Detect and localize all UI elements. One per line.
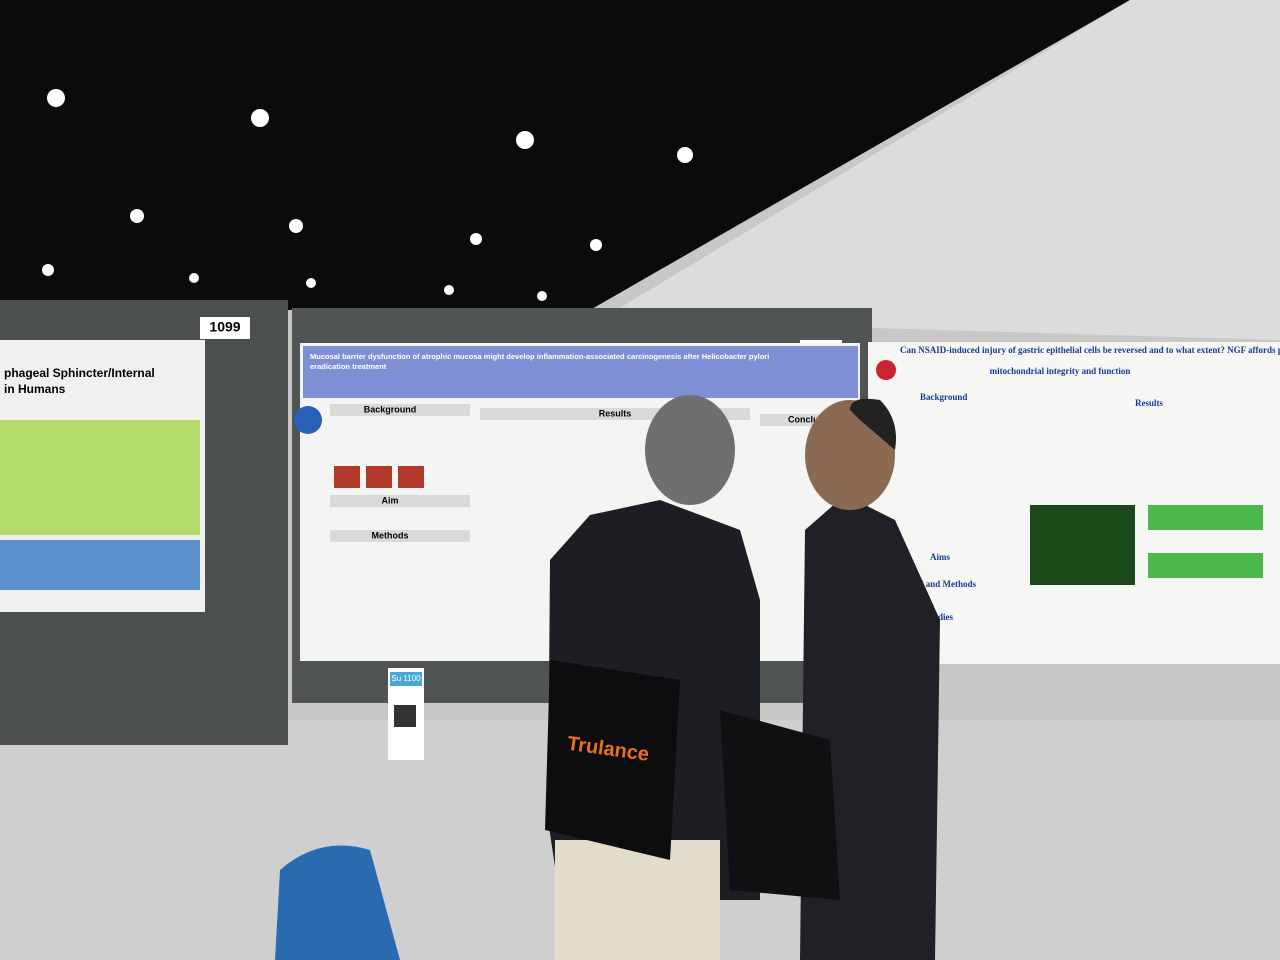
person-head	[645, 395, 735, 505]
ceiling	[0, 0, 1130, 310]
section-title: Results	[1135, 398, 1163, 408]
poster-header	[303, 346, 858, 398]
poster-panel	[0, 540, 200, 590]
section-title: Aim	[381, 495, 398, 505]
poster-title-box: Can NSAID-induced injury of gastric epit…	[900, 345, 1280, 355]
person-hair	[850, 398, 896, 450]
logo	[876, 360, 896, 380]
shoulder-bag	[720, 710, 840, 900]
ribbon	[294, 406, 322, 434]
section-header	[330, 404, 470, 416]
section-title: Studies	[925, 612, 954, 622]
section-title: Aims	[930, 552, 950, 562]
section-header	[330, 495, 470, 507]
section-title: rial and Methods	[910, 579, 977, 589]
person-trousers	[555, 840, 720, 960]
section-title: Background	[364, 404, 417, 414]
sign-band	[390, 672, 422, 686]
section-title: Results	[599, 408, 632, 418]
poster-title: Can NSAID-induced injury of gastric epit…	[900, 345, 1280, 355]
poster-title: in Humans	[4, 382, 66, 396]
ceiling-lights	[42, 89, 693, 301]
micrographs	[1030, 505, 1263, 585]
section-header	[330, 530, 470, 542]
poster-panel	[0, 420, 200, 535]
tote-bag	[545, 660, 680, 860]
poster-images	[334, 466, 424, 488]
sign-text: Su 1100	[391, 674, 421, 683]
poster-title: Mucosal barrier dysfunction of atrophic …	[310, 352, 770, 371]
backpack	[275, 845, 400, 960]
poster-title: phageal Sphincter/Internal	[4, 366, 155, 380]
board-number: 1099	[209, 319, 240, 335]
wall-upper	[600, 0, 1280, 340]
section-title: Conclusio	[788, 414, 832, 424]
section-title: Methods	[372, 530, 409, 540]
board-number-plate	[200, 317, 250, 339]
qr-code	[394, 705, 416, 727]
poster-subtitle: mitochondrial integrity and function	[990, 366, 1131, 376]
poster	[868, 342, 1280, 664]
poster-title-box: Mucosal barrier dysfunction of atrophic …	[310, 352, 770, 371]
section-title: Background	[920, 392, 967, 402]
